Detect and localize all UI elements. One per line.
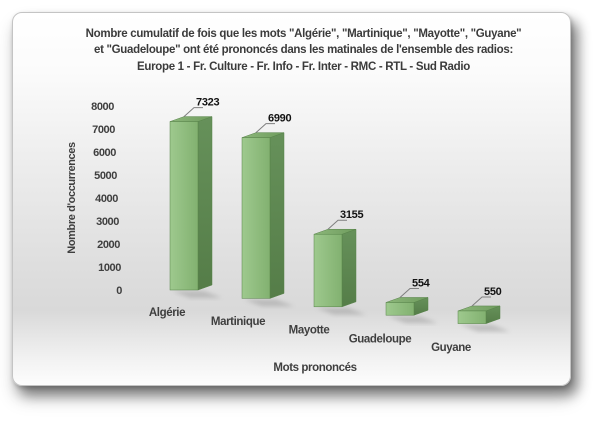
y-axis-tick-label: 6000: [93, 147, 116, 159]
bar-chart: 0 1000 2000 3000 4000 5000 6000 7000 8000 Nombre …: [66, 97, 510, 374]
x-axis-title: Mots prononcés: [273, 362, 356, 374]
y-axis-tick-label: 7000: [92, 124, 115, 136]
y-axis-tick-label: 0: [116, 285, 122, 297]
bar-front-face: [385, 302, 415, 316]
chart-title-line-1: Nombre cumulatif de fois que les mots "A…: [85, 28, 522, 40]
bar-front-face: [313, 233, 343, 308]
value-label: 554: [412, 277, 431, 289]
bar-algerie: 7323: [169, 97, 222, 298]
bar-shadow: [244, 299, 294, 307]
category-label: Algérie: [149, 307, 185, 319]
y-axis-tick-label: 4000: [95, 193, 118, 205]
bar-shadow: [460, 324, 510, 332]
bar-front-face: [169, 121, 199, 291]
value-leader-line: [183, 107, 203, 117]
bar-front-face: [241, 137, 271, 299]
bar-shadow: [316, 307, 366, 315]
chart-title-line-2: et "Guadeloupe" ont été prononcés dans l…: [93, 44, 514, 57]
value-leader-line: [399, 287, 419, 298]
y-axis-tick-label: 5000: [94, 170, 117, 182]
chart-title: Nombre cumulatif de fois que les mots "A…: [37, 26, 570, 75]
value-label: 7323: [196, 97, 219, 109]
category-label: Mayotte: [289, 325, 330, 337]
bar-shadow: [172, 291, 222, 298]
y-axis-tick-label: 8000: [91, 101, 114, 113]
y-axis-title: Nombre d'occurrences: [66, 142, 78, 254]
chart-card: Nombre cumulatif de fois que les mots "A…: [12, 12, 571, 386]
y-axis-tick-label: 1000: [98, 262, 121, 274]
value-label: 550: [484, 286, 502, 298]
bar-guadeloupe: 554: [385, 277, 438, 324]
y-axis-tick-label: 2000: [97, 239, 120, 251]
value-label: 3155: [340, 209, 363, 221]
bar-martinique: 6990: [241, 113, 294, 307]
bar-mayotte: 3155: [313, 209, 366, 315]
bar-guyane: 550: [457, 286, 510, 332]
value-leader-line: [255, 123, 275, 134]
bar-shadow: [388, 316, 438, 324]
value-leader-line: [327, 219, 347, 230]
value-label: 6990: [268, 113, 291, 125]
category-label: Guadeloupe: [349, 333, 411, 345]
bar-side-face: [341, 228, 357, 308]
category-label: Martinique: [211, 316, 265, 328]
bar-side-face: [269, 132, 285, 299]
value-leader-line: [471, 296, 491, 307]
bar-side-face: [197, 116, 213, 291]
category-label: Guyane: [431, 342, 471, 354]
bar-front-face: [457, 310, 487, 324]
y-axis-tick-label: 3000: [96, 216, 119, 228]
chart-title-line-3: Europe 1 - Fr. Culture - Fr. Info - Fr. …: [136, 60, 471, 73]
